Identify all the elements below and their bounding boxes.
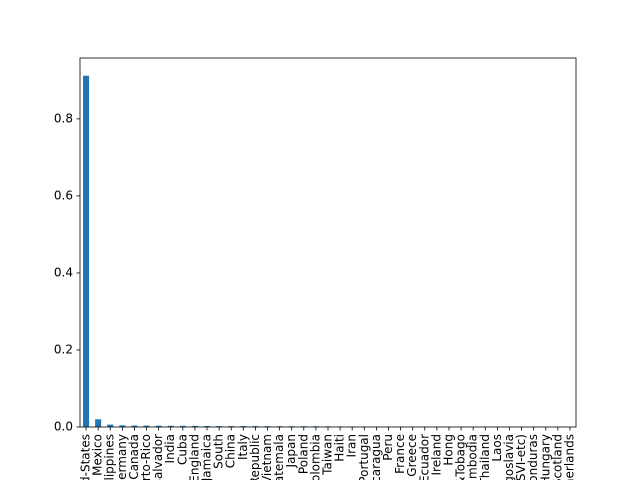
- bar: [131, 425, 138, 427]
- bar: [252, 426, 259, 427]
- x-tick-label: Honduras: [526, 434, 540, 480]
- x-tick-label: Jamaica: [200, 434, 214, 480]
- x-tick-label: Iran: [345, 434, 359, 457]
- x-tick-label: Japan: [284, 434, 298, 468]
- x-tick-label: Dominican-Republic: [248, 434, 262, 480]
- x-tick-label: Cambodia: [466, 434, 480, 480]
- x-tick-label: Greece: [405, 434, 419, 477]
- x-tick-label: Poland: [296, 434, 310, 474]
- x-tick-label: India: [163, 434, 177, 463]
- x-tick-label: France: [393, 434, 407, 474]
- bar: [107, 424, 114, 427]
- x-tick-label: Hong: [441, 434, 455, 466]
- x-tick-label: Ireland: [429, 434, 443, 476]
- x-tick-label: Germany: [115, 434, 129, 480]
- bar: [228, 426, 235, 427]
- x-tick-label: Nicaragua: [369, 434, 383, 480]
- x-tick-label: Puerto-Rico: [139, 434, 153, 480]
- x-tick-label: Canada: [127, 434, 141, 480]
- bar: [240, 426, 247, 427]
- x-tick-label: Outlying-US(Guam-USVI-etc): [514, 434, 528, 480]
- x-tick-label: Holand-Netherlands: [562, 434, 576, 480]
- bar: [167, 425, 174, 427]
- x-tick-label: China: [224, 434, 238, 468]
- x-tick-label: El-Salvador: [151, 434, 165, 480]
- bar: [264, 426, 271, 427]
- bar: [216, 426, 223, 427]
- x-tick-label: Taiwan: [321, 434, 335, 476]
- bar: [119, 425, 126, 427]
- x-tick-label: South: [212, 434, 226, 469]
- y-tick-label: 0.6: [54, 188, 73, 202]
- x-tick-label: Laos: [490, 434, 504, 462]
- x-tick-label: Hungary: [538, 434, 552, 480]
- x-tick-label: Guatemala: [272, 434, 286, 480]
- bar: [191, 425, 198, 427]
- bar: [143, 425, 150, 427]
- x-tick-label: Ecuador: [417, 434, 431, 480]
- x-tick-label: Vietnam: [260, 434, 274, 480]
- y-tick-label: 0.0: [54, 420, 73, 434]
- x-tick-label: United-States: [79, 434, 93, 480]
- bar: [155, 425, 162, 427]
- y-tick-label: 0.4: [54, 265, 73, 279]
- bar: [83, 75, 90, 427]
- x-tick-label: Philippines: [103, 434, 117, 480]
- bar: [95, 419, 102, 427]
- x-tick-label: Colombia: [308, 434, 322, 480]
- axes-frame: [79, 57, 577, 428]
- x-tick-label: Scotland: [550, 434, 564, 480]
- x-tick-label: England: [187, 434, 201, 480]
- x-tick-label: Cuba: [175, 434, 189, 465]
- x-tick-label: Haiti: [333, 434, 347, 462]
- x-tick-label: Trinadad&Tobago: [454, 434, 468, 480]
- y-tick-label: 0.2: [54, 342, 73, 356]
- x-tick-label: Yugoslavia: [502, 434, 516, 480]
- x-tick-label: Mexico: [91, 434, 105, 476]
- y-tick-label: 0.8: [54, 111, 73, 125]
- bar: [179, 425, 186, 427]
- bar: [204, 426, 211, 427]
- x-tick-label: Italy: [236, 434, 250, 460]
- x-tick-label: Peru: [381, 434, 395, 461]
- x-tick-label: Thailand: [478, 434, 492, 480]
- x-tick-label: Portugal: [357, 434, 371, 480]
